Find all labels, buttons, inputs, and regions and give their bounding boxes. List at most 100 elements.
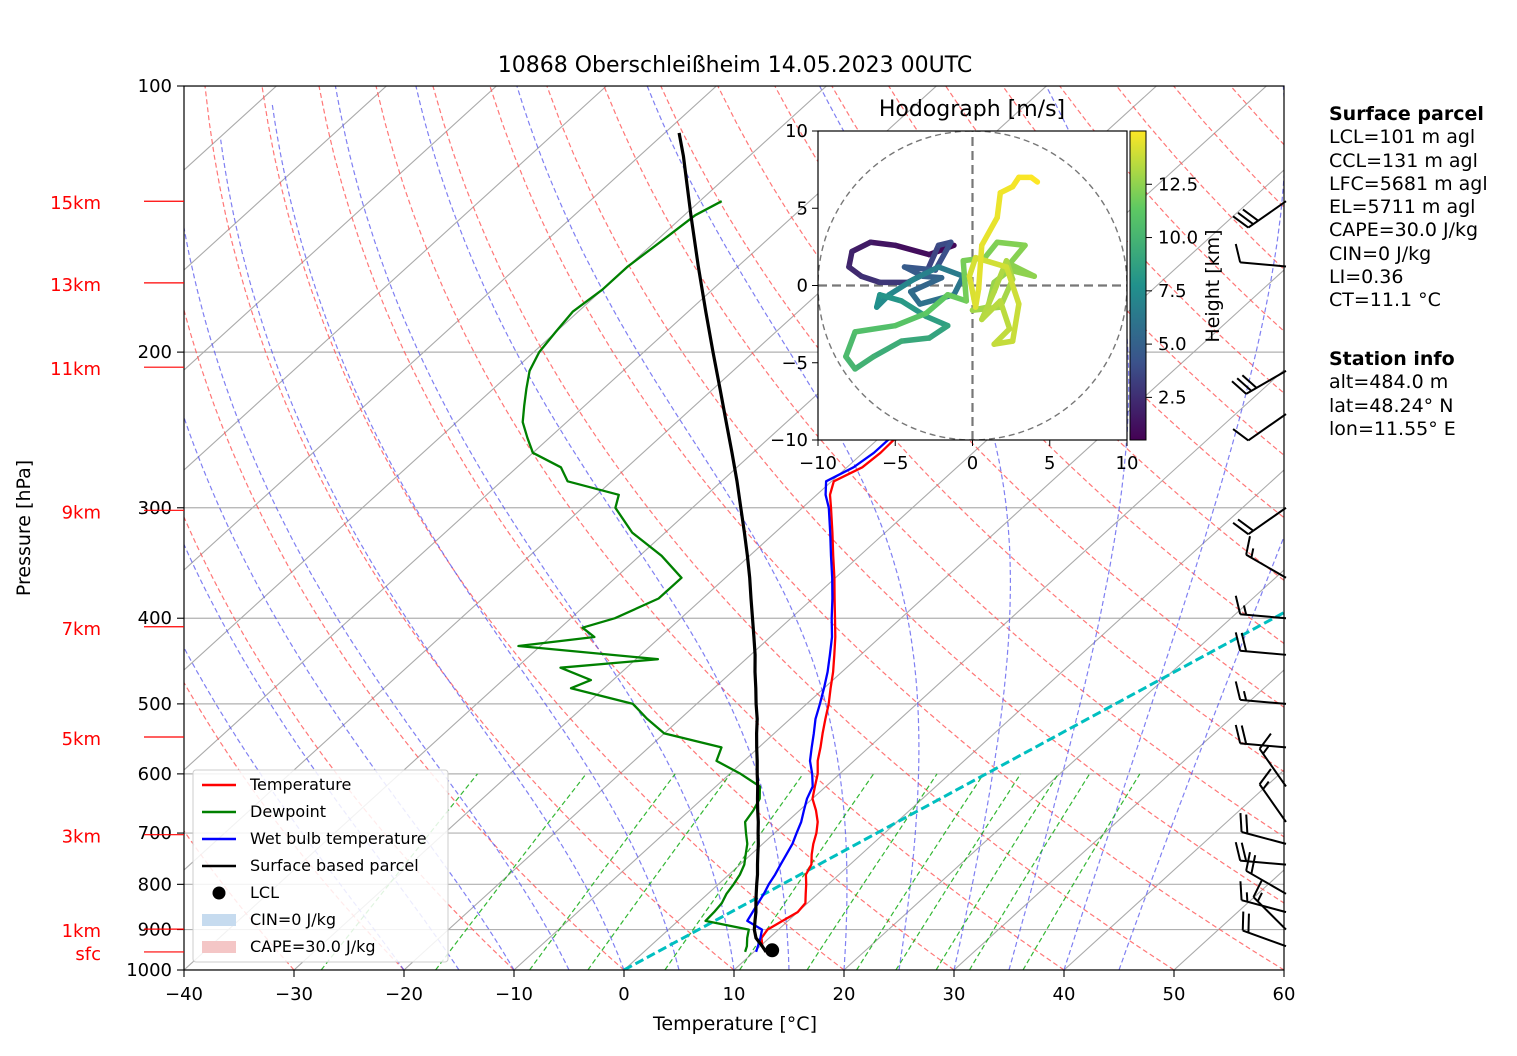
barb-staff: [1247, 200, 1287, 229]
barb-staff: [1241, 831, 1287, 845]
isotherm-line: [184, 86, 827, 671]
station-info-panel: Station info alt=484.0 m lat=48.24° N lo…: [1329, 348, 1456, 441]
x-tick-label: −20: [385, 984, 423, 1005]
mixing-ratio-line: [968, 773, 1091, 970]
x-tick-label: 30: [943, 984, 966, 1005]
isotherm-line: [1063, 769, 1284, 970]
hodograph-segment: [979, 214, 1000, 249]
hodograph-y-tick-label: −10: [770, 430, 808, 451]
isotherm-line: [403, 169, 1284, 970]
hodograph-segment: [911, 264, 942, 283]
hodograph-x-tick-label: −10: [799, 453, 837, 474]
barb-flag: [1231, 380, 1247, 395]
height-label: 5km: [62, 729, 101, 750]
barb-flag: [1234, 632, 1242, 652]
legend-item: CIN=0 J/kg: [202, 910, 336, 929]
height-label: 3km: [62, 827, 101, 848]
wind-barb: [1241, 911, 1287, 948]
x-tick-label: 20: [833, 984, 856, 1005]
series-line-surface-based-parcel: [677, 132, 768, 953]
hodograph-segment: [923, 292, 951, 317]
mixing-ratio-line: [739, 773, 875, 970]
x-tick-label: −10: [495, 984, 533, 1005]
barb-staff: [1245, 869, 1287, 895]
station-line-lon: lon=11.55° E: [1329, 417, 1456, 440]
hodograph-segment: [843, 329, 858, 360]
station-line-alt: alt=484.0 m: [1329, 371, 1449, 394]
dry-adiabat: [489, 86, 1284, 970]
moist-adiabat: [184, 415, 515, 970]
barb-flag: [1242, 208, 1259, 222]
x-tick-label: 40: [1053, 984, 1076, 1005]
y-axis-label: Pressure [hPa]: [13, 460, 35, 596]
barb-half-flag: [1245, 892, 1249, 902]
barb-flag: [1237, 518, 1254, 532]
wind-barbs: [1231, 200, 1287, 948]
parcel-line-el: EL=5711 m agl: [1329, 196, 1476, 219]
barb-half-flag: [1242, 690, 1248, 701]
surface-parcel-header: Surface parcel: [1329, 103, 1484, 125]
colorbar-tick-label: 2.5: [1158, 387, 1187, 408]
moist-adiabat: [1063, 86, 1284, 970]
legend-swatch-dot: [212, 886, 226, 900]
colorbar-label: Height [km]: [1202, 229, 1224, 342]
legend-label: Surface based parcel: [250, 856, 419, 875]
height-label: 15km: [50, 193, 101, 214]
barb-flag: [1232, 215, 1249, 229]
barb-flag: [1240, 632, 1248, 652]
barb-flag: [1245, 535, 1251, 555]
hodograph-segment: [966, 254, 979, 279]
hodograph-segment: [867, 239, 898, 249]
hodograph-segment: [1006, 242, 1028, 267]
height-label: 7km: [62, 619, 101, 640]
barb-flag: [1247, 913, 1250, 933]
barb-staff: [1240, 698, 1287, 705]
legend-item: CAPE=30.0 J/kg: [202, 937, 376, 956]
barb-half-flag: [1242, 605, 1248, 615]
wind-barb: [1231, 369, 1287, 395]
hodograph-segment: [945, 292, 970, 304]
barb-flag: [1241, 911, 1245, 931]
dry-adiabat: [318, 86, 955, 970]
barb-flag: [1239, 812, 1243, 833]
barb-staff: [1240, 649, 1287, 656]
barb-staff: [1258, 783, 1287, 823]
height-label: sfc: [75, 944, 101, 965]
barb-staff: [1242, 929, 1287, 948]
hodograph-segment: [892, 242, 932, 258]
hodograph-y-tick-label: 10: [785, 121, 808, 142]
wind-barb: [1258, 768, 1287, 823]
isotherm-line: [184, 86, 607, 471]
hodograph-segment: [997, 298, 1013, 332]
mixing-ratio-line: [664, 773, 804, 970]
barb-staff: [1245, 553, 1287, 579]
legend-swatch-patch: [202, 914, 236, 926]
lcl-point: [765, 943, 780, 958]
wind-barb: [1232, 413, 1287, 442]
hodograph-segment: [991, 338, 1016, 347]
barb-flag: [1239, 881, 1243, 901]
parcel-line-lcl: LCL=101 m agl: [1329, 126, 1476, 149]
height-label: 11km: [50, 359, 101, 380]
legend-label: Dewpoint: [250, 802, 326, 821]
y-tick-label: 1000: [126, 960, 172, 981]
moist-adiabat: [184, 543, 460, 970]
hodograph-segment: [994, 190, 1004, 221]
legend-label: Wet bulb temperature: [250, 829, 427, 848]
barb-staff: [1240, 261, 1287, 268]
legend-box: [192, 769, 449, 963]
isotherm-line: [184, 86, 387, 271]
hodograph-segment: [972, 285, 982, 310]
hodograph-segment: [1006, 267, 1038, 279]
hodograph-segment: [975, 242, 985, 292]
hodograph-segment: [907, 275, 945, 295]
hodograph-x-tick-label: 10: [1116, 453, 1139, 474]
hodograph-segment: [852, 322, 898, 335]
hodograph-segment: [1009, 301, 1022, 344]
mixing-ratio-line: [935, 773, 1059, 970]
barb-staff: [1258, 748, 1287, 788]
hodograph-segment: [923, 313, 951, 329]
station-line-lat: lat=48.24° N: [1329, 394, 1454, 417]
dry-adiabat: [184, 515, 515, 970]
